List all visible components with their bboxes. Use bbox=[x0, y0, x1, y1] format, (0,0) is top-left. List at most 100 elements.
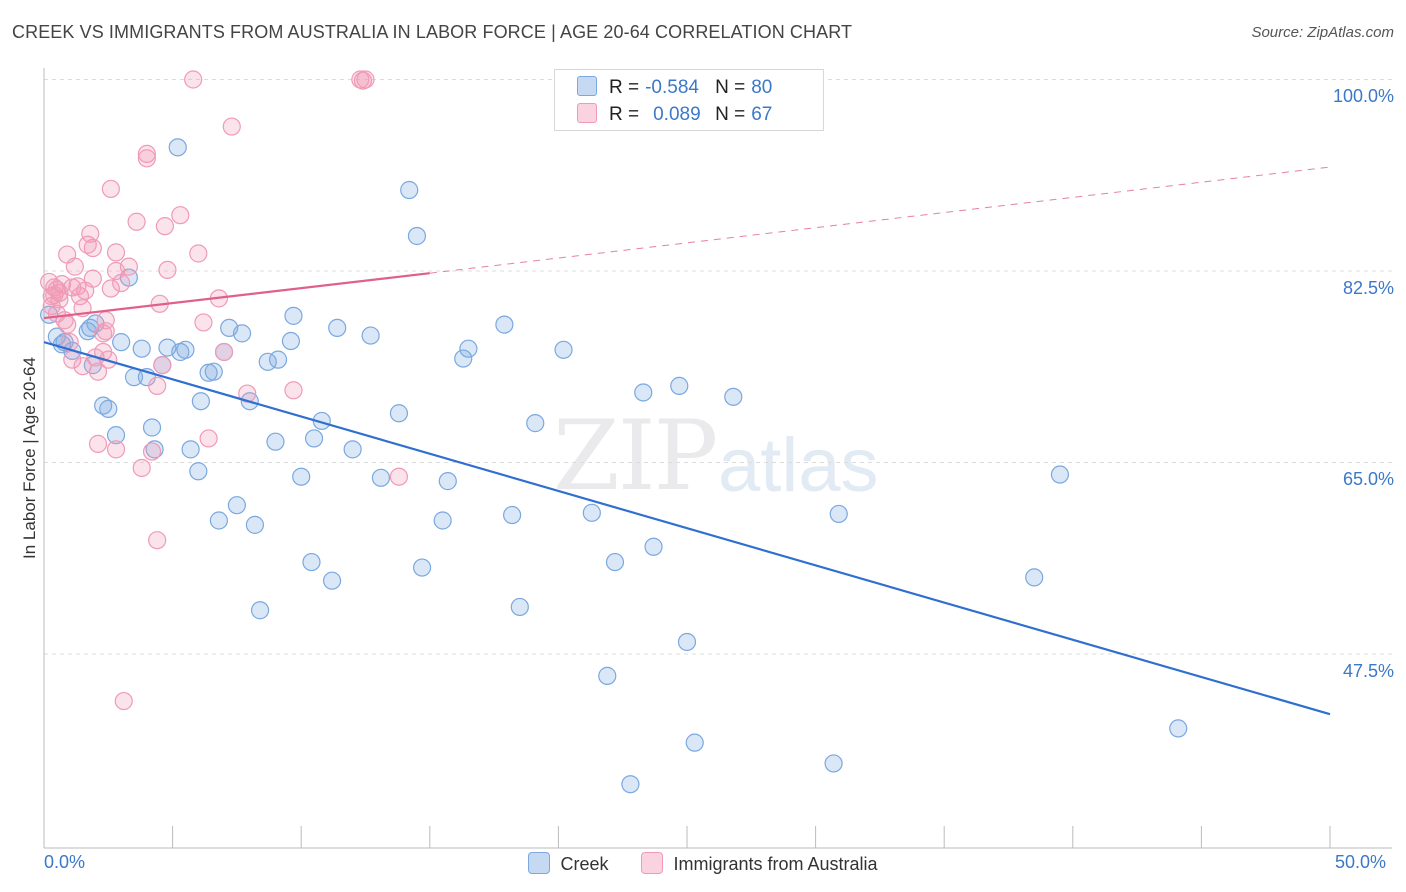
creek-point bbox=[86, 314, 105, 333]
australia-point bbox=[389, 467, 409, 486]
creek-point bbox=[145, 440, 164, 459]
legend-label: Creek bbox=[560, 854, 609, 874]
creek-point bbox=[322, 571, 342, 590]
australia-swatch bbox=[641, 852, 664, 874]
australia-point bbox=[142, 442, 162, 461]
australia-trend-line bbox=[43, 272, 430, 320]
australia-point bbox=[88, 434, 108, 453]
creek-point bbox=[232, 324, 252, 343]
creek-point bbox=[454, 349, 473, 368]
x-tick-label-end: 50.0% bbox=[1335, 852, 1387, 872]
creek-point bbox=[245, 515, 265, 534]
australia-point bbox=[153, 356, 172, 375]
creek-point bbox=[510, 597, 529, 617]
axes bbox=[43, 68, 1392, 849]
creek-point bbox=[407, 226, 427, 246]
creek-point bbox=[724, 387, 743, 406]
creek-point bbox=[400, 180, 419, 200]
y-tick-label: 47.5% bbox=[1342, 661, 1394, 681]
creek-point bbox=[1169, 719, 1188, 738]
n-label: N = bbox=[715, 104, 746, 125]
r-label: R = bbox=[609, 104, 640, 125]
australia-point bbox=[83, 238, 102, 258]
creek-point bbox=[503, 505, 522, 525]
creek-point bbox=[343, 440, 362, 459]
creek-swatch bbox=[577, 76, 597, 96]
creek-point bbox=[302, 552, 321, 572]
australia-point bbox=[171, 206, 190, 225]
australia-point bbox=[50, 290, 69, 309]
australia-point bbox=[155, 217, 174, 236]
source-credit: Source: ZipAtlas.com bbox=[1251, 24, 1394, 41]
australia-point bbox=[137, 144, 156, 164]
australia-point bbox=[119, 257, 138, 276]
creek-point bbox=[204, 362, 223, 381]
creek-point bbox=[132, 339, 151, 358]
australia-point bbox=[112, 273, 131, 293]
x-tick-label-start: 0.0% bbox=[44, 852, 86, 872]
n-value: 67 bbox=[751, 104, 773, 125]
y-tick-label: 82.5% bbox=[1342, 278, 1394, 298]
australia-point bbox=[132, 458, 151, 478]
creek-point bbox=[250, 601, 270, 620]
australia-point bbox=[83, 269, 102, 288]
creek-point bbox=[685, 733, 704, 752]
creek-swatch bbox=[528, 852, 551, 874]
creek-point bbox=[621, 775, 640, 794]
creek-point bbox=[328, 318, 347, 338]
creek-point bbox=[284, 306, 303, 325]
creek-point bbox=[433, 511, 452, 530]
australia-points bbox=[40, 70, 409, 711]
creek-point bbox=[582, 503, 601, 522]
series-legend: Creek Immigrants from Australia bbox=[0, 852, 1406, 875]
creek-points bbox=[40, 138, 1188, 794]
creek-point bbox=[227, 496, 246, 515]
creek-point bbox=[438, 472, 457, 491]
creek-point bbox=[94, 396, 113, 415]
creek-point bbox=[112, 333, 131, 352]
creek-point bbox=[1050, 465, 1070, 484]
creek-point bbox=[181, 440, 200, 459]
n-value: 80 bbox=[751, 77, 773, 98]
creek-point bbox=[99, 399, 118, 418]
australia-point bbox=[106, 440, 126, 459]
australia-point bbox=[106, 243, 126, 262]
australia-trend-line-extrapolated bbox=[429, 166, 1331, 274]
creek-point bbox=[281, 331, 301, 351]
r-value: -0.584 bbox=[645, 77, 699, 98]
creek-point bbox=[168, 138, 187, 157]
creek-point bbox=[189, 462, 208, 481]
creek-point bbox=[598, 666, 617, 685]
legend-label: Immigrants from Australia bbox=[673, 854, 878, 874]
creek-point bbox=[176, 340, 195, 359]
legend-row-australia: R = 0.089 N = 67 bbox=[577, 103, 772, 126]
creek-point bbox=[677, 632, 697, 652]
y-tick-label: 100.0% bbox=[1332, 86, 1394, 106]
australia-point bbox=[356, 70, 375, 89]
australia-point bbox=[88, 362, 108, 381]
legend-item-australia: Immigrants from Australia bbox=[641, 852, 878, 875]
australia-point bbox=[96, 322, 115, 341]
creek-point bbox=[829, 504, 848, 524]
creek-point bbox=[209, 511, 228, 530]
creek-point bbox=[670, 376, 689, 395]
australia-point bbox=[101, 179, 120, 199]
australia-point bbox=[137, 149, 156, 168]
creek-point bbox=[389, 404, 409, 423]
australia-point bbox=[199, 429, 218, 448]
watermark-atlas: atlas bbox=[718, 423, 879, 508]
creek-point bbox=[824, 754, 843, 773]
australia-point bbox=[148, 531, 167, 550]
australia-point bbox=[78, 235, 97, 254]
creek-point bbox=[644, 537, 663, 556]
creek-point bbox=[412, 558, 432, 577]
creek-point bbox=[191, 392, 210, 411]
creek-point bbox=[292, 467, 311, 486]
australia-point bbox=[184, 70, 203, 89]
creek-point bbox=[268, 350, 288, 369]
australia-point bbox=[58, 315, 77, 334]
creek-point bbox=[106, 426, 126, 445]
legend-item-creek: Creek bbox=[528, 852, 608, 875]
creek-point bbox=[554, 340, 573, 359]
